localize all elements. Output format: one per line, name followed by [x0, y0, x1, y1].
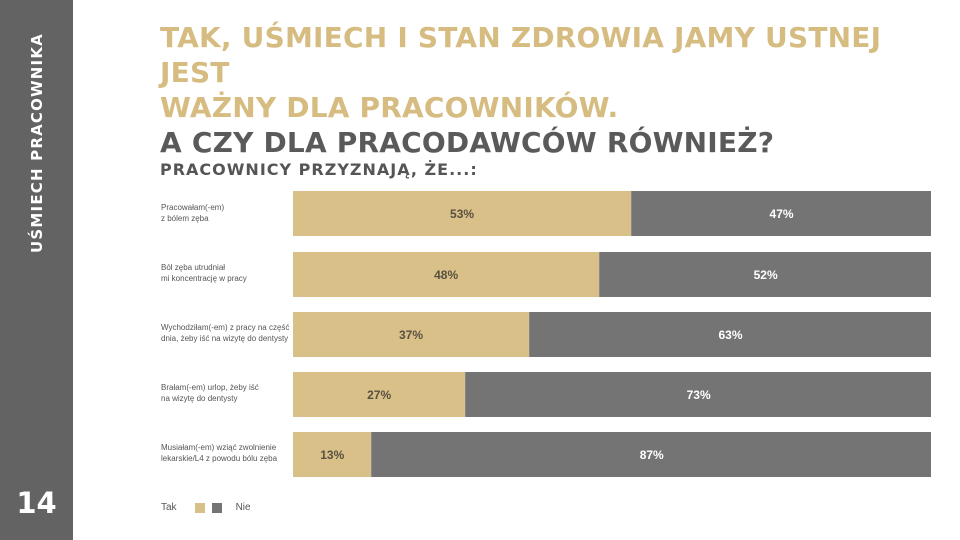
bar-segment-tak: 48%: [293, 252, 600, 297]
title-line-2: WAŻNY DLA PRACOWNIKÓW.: [160, 91, 619, 124]
bar-row: 13% 87%: [293, 432, 931, 477]
legend-label-tak: Tak: [161, 502, 177, 513]
legend: Tak Nie: [161, 502, 251, 513]
bar-segment-tak: 53%: [293, 191, 632, 236]
bar-row: 37% 63%: [293, 312, 931, 357]
bar-segment-tak: 37%: [293, 312, 530, 357]
legend-swatch-tak: [194, 502, 205, 513]
legend-label-nie: Nie: [235, 502, 251, 513]
row-label: Pracowałam(-em) z bólem zęba: [161, 203, 225, 223]
title-line-1: TAK, UŚMIECH I STAN ZDROWIA JAMY USTNEJ …: [160, 21, 882, 89]
bar-segment-nie: 52%: [599, 252, 931, 297]
bar-segment-tak: 13%: [293, 432, 372, 477]
bar-row: 27% 73%: [293, 372, 931, 417]
bar-segment-tak: 27%: [293, 372, 466, 417]
row-label: Wychodziłam(-em) z pracy na część dnia, …: [161, 323, 290, 343]
bar-segment-nie: 87%: [371, 432, 931, 477]
bar-row: 48% 52%: [293, 252, 931, 297]
row-label: Brałam(-em) urlop, żeby iść na wizytę do…: [161, 383, 259, 403]
row-label: Musiałam(-em) wziąć zwolnienie lekarskie…: [161, 443, 278, 463]
bar-segment-nie: 63%: [529, 312, 931, 357]
page-number: 14: [16, 486, 57, 520]
bar-segment-nie: 73%: [465, 372, 931, 417]
page-title: TAK, UŚMIECH I STAN ZDROWIA JAMY USTNEJ …: [160, 20, 950, 160]
legend-swatch-nie: [211, 502, 222, 513]
bar-segment-nie: 47%: [631, 191, 931, 236]
title-line-3: A CZY DLA PRACODAWCÓW RÓWNIEŻ?: [160, 126, 775, 159]
row-label: Ból zęba utrudniał mi koncentrację w pra…: [161, 263, 247, 283]
bar-row: 53% 47%: [293, 191, 931, 236]
sidebar: UŚMIECH PRACOWNIKA 14: [0, 0, 73, 540]
chart-title: PRACOWNICY PRZYZNAJĄ, ŻE...:: [160, 160, 478, 179]
